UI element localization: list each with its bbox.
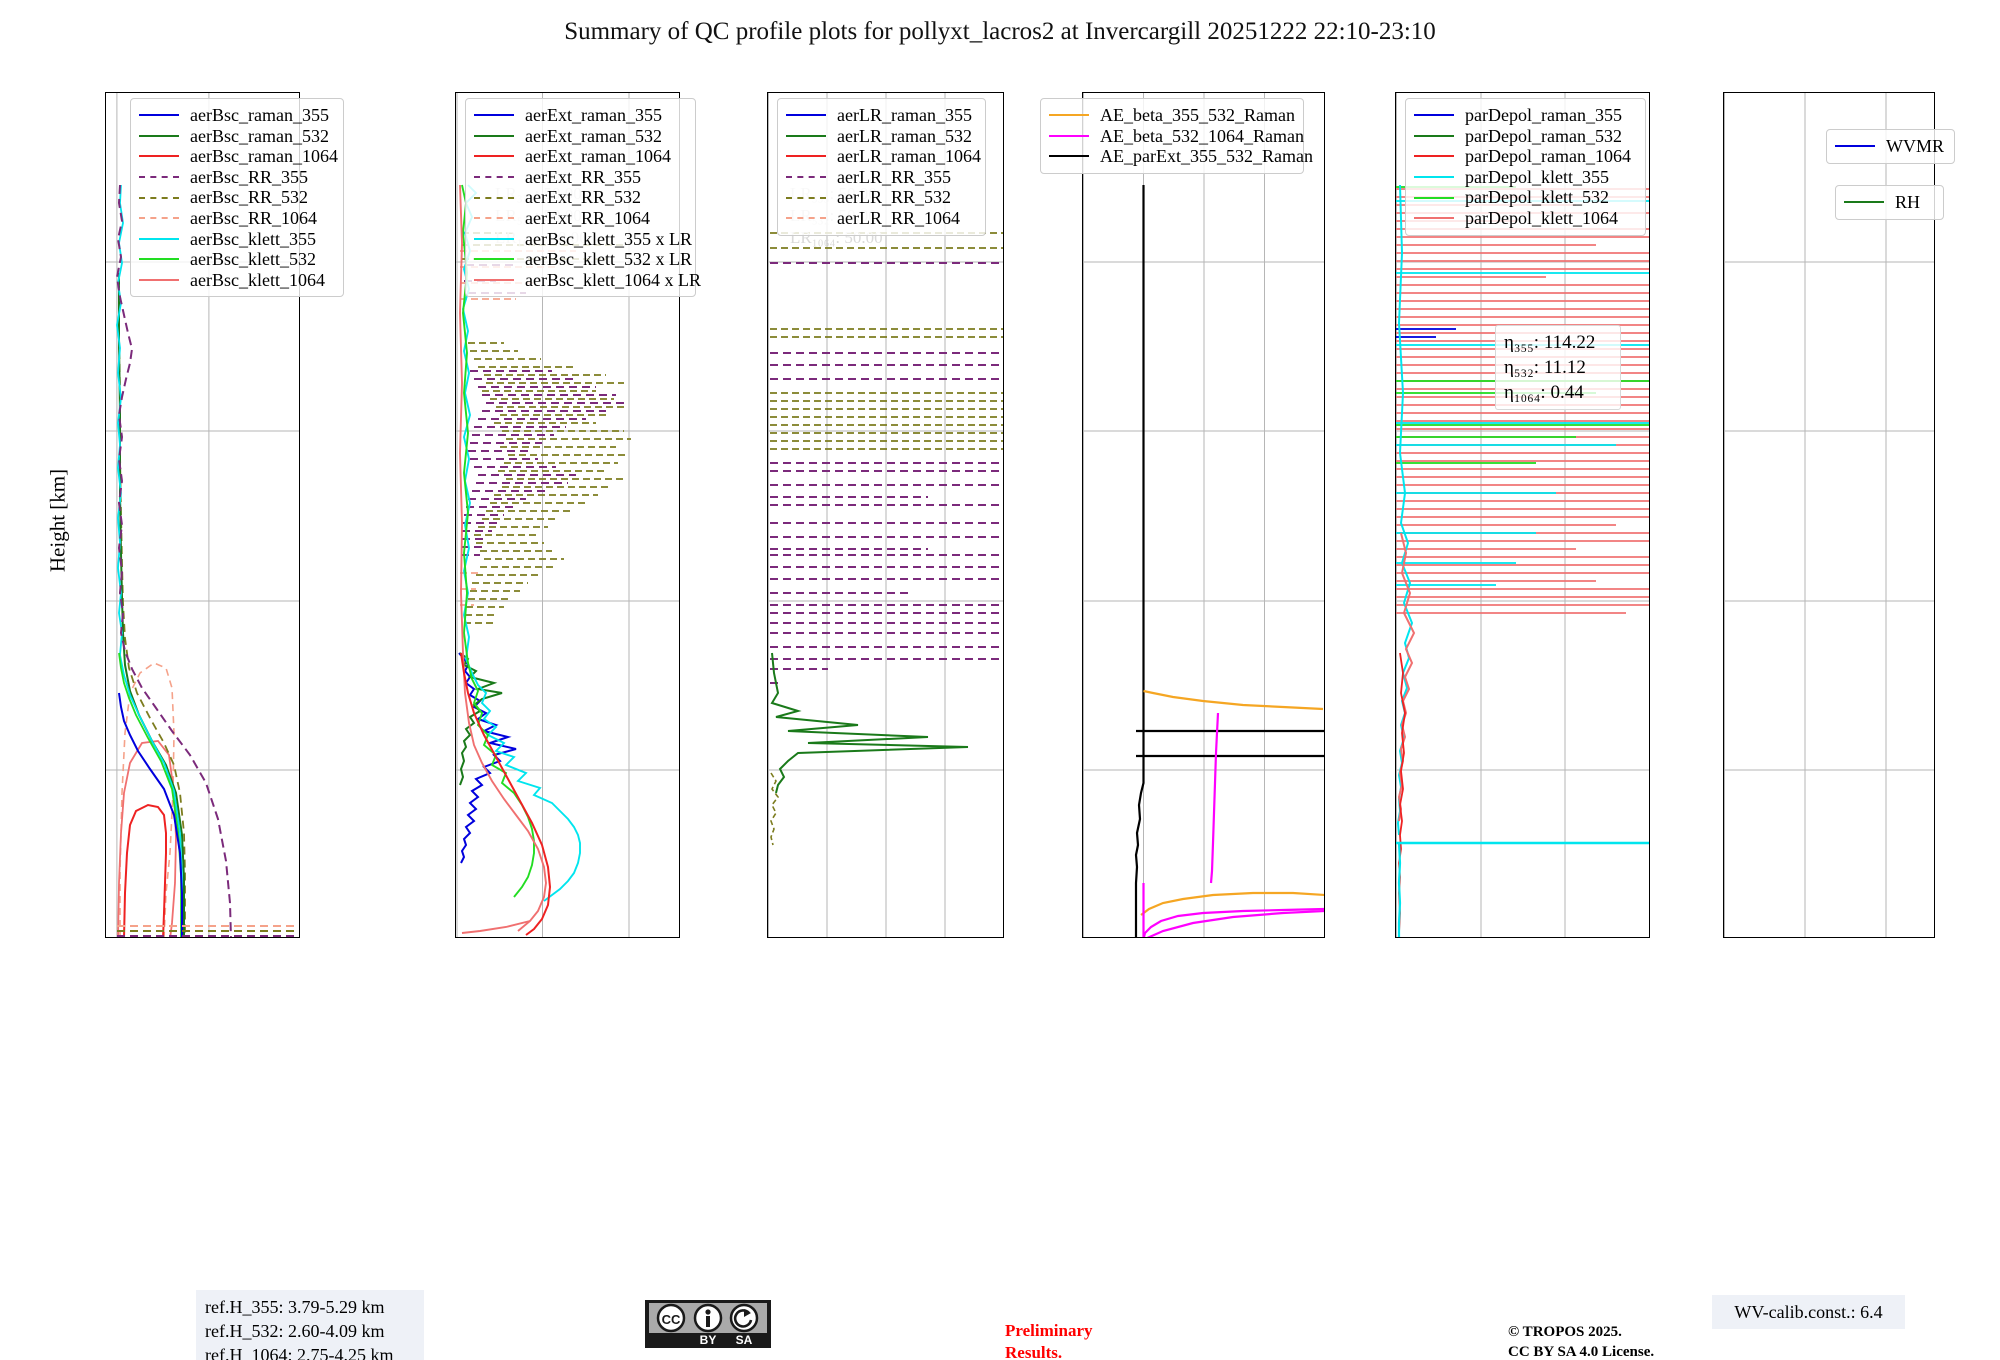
legend-item[interactable]: aerBsc_RR_1064: [139, 208, 334, 229]
legend-swatch-icon: [139, 155, 179, 158]
legend-item[interactable]: aerLR_RR_1064: [786, 208, 976, 229]
legend-wvmr[interactable]: WVMR: [1826, 129, 1955, 164]
legend-item[interactable]: aerLR_raman_1064: [786, 146, 981, 167]
legend-item[interactable]: WVMR: [1835, 136, 1945, 157]
legend-extinction[interactable]: aerExt_raman_355 aerExt_raman_532 aerExt…: [465, 98, 701, 298]
legend-item[interactable]: aerLR_RR_532: [786, 187, 976, 208]
legend-item[interactable]: aerLR_raman_532: [786, 126, 976, 147]
legend-item[interactable]: AE_beta_532_1064_Raman: [1049, 126, 1304, 147]
legend-item[interactable]: aerBsc_klett_355 x LR: [474, 229, 692, 250]
legend-item[interactable]: aerBsc_klett_1064 x LR: [474, 270, 701, 291]
legend-swatch-icon: [474, 279, 514, 282]
legend-swatch-icon: [1414, 114, 1454, 117]
legend-swatch-icon: [474, 237, 514, 240]
legend-item[interactable]: aerLR_RR_355: [786, 167, 976, 188]
legend-item[interactable]: aerBsc_raman_355: [139, 105, 334, 126]
legend-swatch-icon: [474, 134, 514, 137]
angstrom-plot: [1083, 93, 1324, 937]
legend-swatch-icon: [1049, 114, 1089, 117]
legend-item[interactable]: parDepol_raman_1064: [1414, 146, 1636, 167]
legend-swatch-icon: [139, 196, 179, 199]
panel-wvmr: 0 20 40 0 1 2 3 4 5 WVMR [𝑔 * 𝑘𝑔⁻¹] 0 25…: [1723, 92, 1935, 938]
tropos-copyright: © TROPOS 2025. CC BY SA 4.0 License.: [1508, 1324, 1655, 1360]
wvmr-plot: [1724, 93, 1934, 937]
legend-swatch-icon: [139, 237, 179, 240]
legend-swatch-icon: [1414, 196, 1454, 199]
legend-item[interactable]: parDepol_klett_355: [1414, 167, 1636, 188]
legend-swatch-icon: [474, 176, 514, 179]
legend-item[interactable]: aerBsc_RR_532: [139, 187, 334, 208]
legend-swatch-icon: [786, 196, 826, 199]
legend-swatch-icon: [1414, 134, 1454, 137]
svg-text:CC: CC: [662, 1312, 681, 1327]
legend-item[interactable]: aerBsc_klett_1064: [139, 270, 334, 291]
legend-swatch-icon: [786, 114, 826, 117]
legend-swatch-icon: [139, 279, 179, 282]
yaxis-label: Height [km]: [45, 468, 70, 573]
legend-swatch-icon: [139, 134, 179, 137]
eta-annotation: η₃₅₅: 114.22 η₅₃₂: 11.12 η₁₀₆₄: 0.44: [1495, 325, 1621, 410]
legend-item[interactable]: parDepol_klett_1064: [1414, 208, 1636, 229]
preliminary-results-note: Preliminary Results.: [1005, 1321, 1093, 1360]
cc-sa-label: SA: [736, 1333, 753, 1347]
legend-item[interactable]: aerBsc_klett_355: [139, 229, 334, 250]
legend-angstrom[interactable]: AE_beta_355_532_Raman AE_beta_532_1064_R…: [1040, 98, 1313, 174]
legend-swatch-icon: [139, 217, 179, 220]
legend-item[interactable]: AE_beta_355_532_Raman: [1049, 105, 1295, 126]
legend-item[interactable]: aerExt_raman_355: [474, 105, 686, 126]
legend-item[interactable]: parDepol_raman_532: [1414, 126, 1636, 147]
legend-swatch-icon: [786, 155, 826, 158]
legend-item[interactable]: aerExt_raman_1064: [474, 146, 686, 167]
cc-license-badge: CC BY SA: [645, 1300, 771, 1348]
legend-backscatter[interactable]: aerBsc_raman_355 aerBsc_raman_532 aerBsc…: [130, 98, 344, 298]
legend-item[interactable]: aerExt_RR_355: [474, 167, 686, 188]
legend-item[interactable]: aerLR_raman_355: [786, 105, 976, 126]
legend-item[interactable]: RH: [1844, 192, 1934, 213]
wv-calib-box: WV-calib.const.: 6.4: [1712, 1295, 1905, 1329]
legend-item[interactable]: aerBsc_klett_532 x LR: [474, 249, 692, 270]
legend-swatch-icon: [139, 176, 179, 179]
legend-item[interactable]: aerBsc_RR_355: [139, 167, 334, 188]
legend-rh[interactable]: RH: [1835, 185, 1944, 220]
legend-swatch-icon: [139, 258, 179, 261]
cc-by-label: BY: [700, 1333, 717, 1347]
legend-swatch-icon: [474, 155, 514, 158]
legend-item[interactable]: aerExt_RR_1064: [474, 208, 686, 229]
legend-item[interactable]: parDepol_raman_355: [1414, 105, 1636, 126]
legend-swatch-icon: [474, 196, 514, 199]
legend-swatch-icon: [1414, 155, 1454, 158]
legend-swatch-icon: [786, 176, 826, 179]
legend-swatch-icon: [1049, 155, 1089, 158]
legend-item[interactable]: aerBsc_raman_1064: [139, 146, 338, 167]
eta-355: η₃₅₅: 114.22: [1504, 332, 1596, 353]
page-title: Summary of QC profile plots for pollyxt_…: [564, 18, 1436, 45]
legend-swatch-icon: [474, 217, 514, 220]
legend-item[interactable]: parDepol_klett_532: [1414, 187, 1636, 208]
legend-item[interactable]: aerBsc_klett_532: [139, 249, 334, 270]
legend-swatch-icon: [1414, 176, 1454, 179]
legend-swatch-icon: [786, 217, 826, 220]
legend-swatch-icon: [1414, 217, 1454, 220]
panel-angstrom: −1 0 1 2 3 0 1 2 3 4 5 Ångström Exp.: [1082, 92, 1325, 938]
legend-swatch-icon: [474, 258, 514, 261]
ref-heights-box: ref.H_355: 3.79-5.29 km ref.H_532: 2.60-…: [196, 1290, 424, 1360]
legend-swatch-icon: [1049, 134, 1089, 137]
legend-depol[interactable]: parDepol_raman_355 parDepol_raman_532 pa…: [1405, 98, 1646, 236]
cc-badge-icon: CC BY SA: [645, 1300, 771, 1348]
eta-1064: η₁₀₆₄: 0.44: [1504, 382, 1584, 403]
legend-swatch-icon: [1835, 145, 1875, 148]
eta-532: η₅₃₂: 11.12: [1504, 357, 1586, 378]
legend-swatch-icon: [474, 114, 514, 117]
legend-item[interactable]: aerBsc_raman_532: [139, 126, 334, 147]
legend-swatch-icon: [139, 114, 179, 117]
legend-item[interactable]: aerExt_raman_532: [474, 126, 686, 147]
legend-lidar-ratio[interactable]: aerLR_raman_355 aerLR_raman_532 aerLR_ra…: [777, 98, 986, 236]
legend-item[interactable]: AE_parExt_355_532_Raman: [1049, 146, 1313, 167]
legend-item[interactable]: aerExt_RR_532: [474, 187, 686, 208]
legend-swatch-icon: [1844, 201, 1884, 204]
legend-swatch-icon: [786, 134, 826, 137]
